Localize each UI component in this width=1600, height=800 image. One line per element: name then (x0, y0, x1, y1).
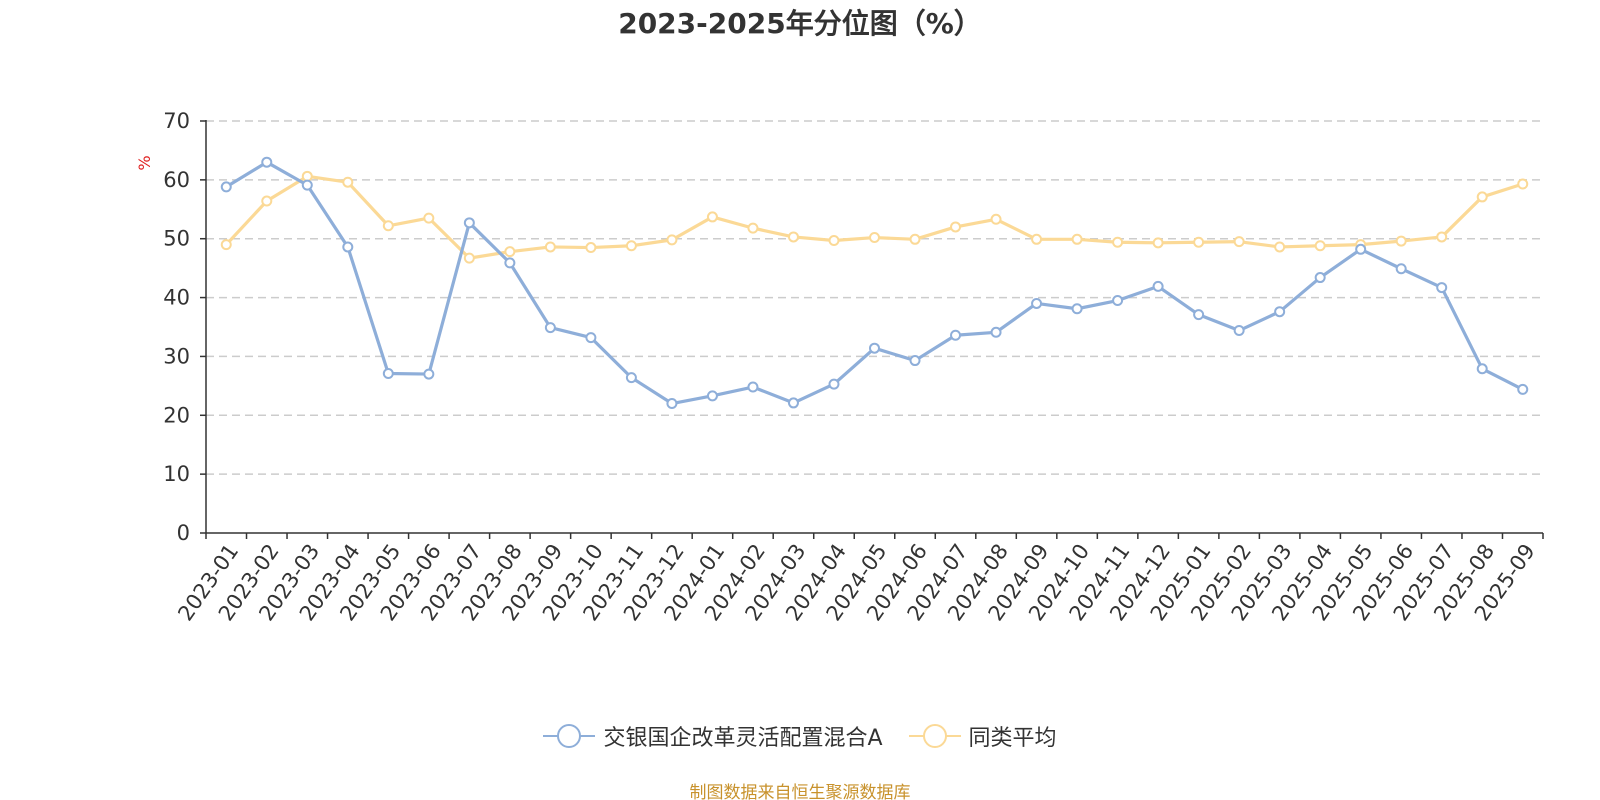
data-point[interactable] (706, 390, 718, 402)
data-point[interactable] (1314, 240, 1326, 252)
data-point[interactable] (261, 156, 273, 168)
data-point[interactable] (666, 234, 678, 246)
data-point[interactable] (1071, 233, 1083, 245)
data-point[interactable] (828, 234, 840, 246)
y-tick-label: 30 (163, 344, 190, 368)
y-tick-labels: 0 10 20 30 40 50 60 70 (163, 109, 206, 545)
y-tick-label: 70 (163, 109, 190, 133)
data-point[interactable] (1517, 178, 1529, 190)
data-point[interactable] (1193, 309, 1205, 321)
data-point[interactable] (1395, 263, 1407, 275)
data-point[interactable] (544, 322, 556, 334)
y-tick-label: 40 (163, 286, 190, 310)
data-point[interactable] (1395, 235, 1407, 247)
data-point[interactable] (504, 257, 516, 269)
data-point[interactable] (747, 222, 759, 234)
data-point[interactable] (585, 242, 597, 254)
x-tick-labels: 2023-012023-022023-032023-042023-052023-… (173, 533, 1544, 625)
data-point[interactable] (787, 397, 799, 409)
data-point[interactable] (423, 212, 435, 224)
legend-marker-icon (543, 724, 596, 748)
data-point[interactable] (1071, 303, 1083, 315)
data-point[interactable] (301, 170, 313, 182)
data-point[interactable] (909, 233, 921, 245)
legend: 交银国企改革灵活配置混合A 同类平均 (0, 720, 1600, 752)
data-point[interactable] (382, 367, 394, 379)
data-point[interactable] (950, 329, 962, 341)
data-point[interactable] (1233, 236, 1245, 248)
data-point[interactable] (382, 220, 394, 232)
data-point[interactable] (1274, 241, 1286, 253)
data-point[interactable] (342, 176, 354, 188)
data-point[interactable] (625, 372, 637, 384)
data-point[interactable] (950, 221, 962, 233)
data-point[interactable] (787, 231, 799, 243)
data-point[interactable] (544, 241, 556, 253)
data-point[interactable] (1193, 236, 1205, 248)
data-point[interactable] (869, 342, 880, 354)
data-point[interactable] (1476, 191, 1488, 203)
data-point[interactable] (1031, 233, 1043, 245)
data-point[interactable] (1436, 231, 1448, 243)
data-point[interactable] (1112, 236, 1124, 248)
data-point[interactable] (828, 378, 840, 390)
data-point[interactable] (261, 195, 273, 207)
y-tick-label: 10 (163, 462, 190, 486)
data-point[interactable] (463, 252, 475, 264)
legend-dot (557, 724, 582, 748)
data-point[interactable] (625, 240, 637, 252)
data-point[interactable] (220, 181, 232, 193)
data-point[interactable] (990, 213, 1002, 225)
series-line (225, 160, 1524, 406)
data-point[interactable] (463, 217, 475, 229)
data-point[interactable] (706, 211, 718, 223)
y-tick-label: 0 (177, 521, 190, 545)
data-point[interactable] (585, 332, 597, 344)
grid-lines (206, 120, 1543, 475)
series-lines (220, 156, 1529, 410)
data-point[interactable] (301, 179, 313, 191)
data-point[interactable] (1314, 272, 1326, 284)
axes (205, 120, 1543, 534)
y-tick-label: 60 (163, 168, 190, 192)
data-point[interactable] (342, 241, 354, 253)
data-point[interactable] (504, 246, 516, 258)
data-point[interactable] (666, 398, 678, 410)
series-line (225, 174, 1524, 260)
y-axis-unit-label: % (135, 155, 154, 170)
data-point[interactable] (909, 355, 921, 367)
data-point[interactable] (869, 232, 880, 244)
data-point[interactable] (747, 381, 759, 393)
legend-item-series-a[interactable]: 交银国企改革灵活配置混合A (543, 720, 883, 752)
data-point[interactable] (1274, 306, 1286, 318)
chart-title: 2023-2025年分位图（%） (618, 7, 982, 40)
data-point[interactable] (1355, 243, 1367, 255)
legend-marker-icon (908, 724, 961, 748)
legend-item-series-b[interactable]: 同类平均 (908, 720, 1057, 752)
legend-dot (922, 724, 947, 748)
series-group (220, 170, 1529, 264)
series-group (220, 156, 1529, 410)
data-point[interactable] (1152, 237, 1164, 249)
source-note: 制图数据来自恒生聚源数据库 (689, 783, 911, 800)
data-point[interactable] (1031, 297, 1043, 309)
y-tick-label: 50 (163, 227, 190, 251)
data-point[interactable] (220, 239, 232, 251)
legend-label: 同类平均 (968, 726, 1057, 751)
legend-label: 交银国企改革灵活配置混合A (603, 726, 883, 751)
data-point[interactable] (1476, 363, 1488, 375)
data-point[interactable] (1112, 295, 1124, 307)
y-tick-label: 20 (163, 403, 190, 427)
data-point[interactable] (1152, 280, 1164, 292)
data-point[interactable] (1233, 325, 1245, 337)
data-point[interactable] (1517, 383, 1529, 395)
data-point[interactable] (990, 326, 1002, 338)
data-point[interactable] (423, 368, 435, 380)
data-point[interactable] (1436, 282, 1448, 294)
